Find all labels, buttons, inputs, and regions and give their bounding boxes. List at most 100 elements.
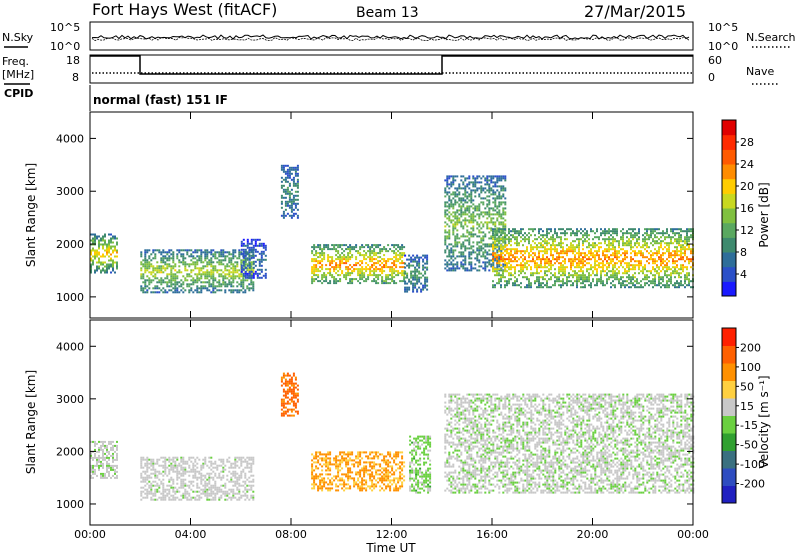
x-tick-label: 00:00 xyxy=(74,528,106,541)
velocity-echo-region xyxy=(140,456,255,501)
x-tick-label: 08:00 xyxy=(275,528,307,541)
y-tick-label: 3000 xyxy=(56,185,84,198)
power-echo-region xyxy=(140,249,255,294)
colorbar-segment xyxy=(722,222,736,238)
y-tick-label: 2000 xyxy=(56,445,84,458)
power-echo-region xyxy=(311,244,406,285)
colorbar-segment xyxy=(722,363,736,381)
colorbar-segment xyxy=(722,193,736,209)
colorbar-tick-label: 24 xyxy=(740,158,754,171)
colorbar-tick-label: 100 xyxy=(740,361,761,374)
nsky-trace xyxy=(91,34,690,40)
power-colorbar-label: Power [dB] xyxy=(757,182,771,247)
nave-label: Nave xyxy=(746,65,774,78)
power-echo-region xyxy=(404,254,429,293)
velocity-panel-frame xyxy=(89,319,694,526)
colorbar-tick-label: 15 xyxy=(740,400,754,413)
colorbar-segment xyxy=(722,345,736,364)
colorbar-segment xyxy=(722,450,736,469)
x-tick-label: 00:00 xyxy=(677,528,709,541)
colorbar-tick-label: -15 xyxy=(740,419,758,432)
x-axis-label: Time UT xyxy=(365,541,416,554)
nsearch-tick-bottom: 10^0 xyxy=(708,40,738,53)
nsky-tick-top: 10^5 xyxy=(50,21,80,34)
nave-tick-top: 60 xyxy=(708,54,722,67)
x-tick-label: 20:00 xyxy=(577,528,609,541)
power-ylabel: Slant Range [km] xyxy=(24,163,38,267)
site-title: Fort Hays West (fitACF) xyxy=(92,0,277,19)
power-echo-region xyxy=(280,164,299,219)
colorbar-frame xyxy=(721,327,737,504)
velocity-echoes xyxy=(90,372,695,501)
beam-label: Beam 13 xyxy=(356,5,419,21)
freq-unit: [MHz] xyxy=(2,68,34,81)
nsearch-trace xyxy=(91,37,690,41)
colorbar-segment xyxy=(722,380,736,399)
date-label: 27/Mar/2015 xyxy=(584,2,686,21)
colorbar-tick-label: 200 xyxy=(740,341,761,354)
cpid-label: CPID xyxy=(4,87,33,100)
cpid-value: normal (fast) 151 IF xyxy=(93,93,228,107)
colorbar-segment xyxy=(722,149,736,165)
freq-label: Freq. xyxy=(2,55,29,68)
velocity-echo-region xyxy=(444,393,695,494)
colorbar-segment xyxy=(722,120,736,136)
colorbar-segment xyxy=(722,398,736,416)
colorbar-tick-label: -200 xyxy=(740,478,765,491)
colorbar-segment xyxy=(722,433,736,451)
power-echo-region xyxy=(240,238,267,279)
colorbar-segment xyxy=(722,328,736,346)
colorbar-segment xyxy=(722,468,736,486)
colorbar-segment xyxy=(722,164,736,180)
colorbar-tick-label: 20 xyxy=(740,180,754,193)
y-tick-label: 1000 xyxy=(56,291,84,304)
colorbar-tick-label: 28 xyxy=(740,136,754,149)
y-tick-label: 3000 xyxy=(56,393,84,406)
nsearch-label: N.Search xyxy=(746,31,796,44)
colorbar-segment xyxy=(722,415,736,434)
freq-trace xyxy=(90,55,693,75)
power-echo-region xyxy=(90,233,118,274)
colorbar-segment xyxy=(722,266,736,282)
velocity-echo-region xyxy=(280,372,299,417)
velocity-colorbar-label: Velocity [m s⁻¹] xyxy=(757,375,771,468)
nave-tick-bottom: 0 xyxy=(708,71,715,84)
nsky-tick-bottom: 10^0 xyxy=(50,40,80,53)
velocity-ylabel: Slant Range [km] xyxy=(24,370,38,474)
freq-tick-bottom: 8 xyxy=(72,71,79,84)
x-tick-label: 16:00 xyxy=(476,528,508,541)
velocity-echo-region xyxy=(409,435,432,494)
nsky-label: N.Sky xyxy=(2,31,34,44)
time-x-axis: 00:00 04:00 08:00 12:00 16:00 20:00 00:00 xyxy=(74,112,709,541)
y-tick-label: 4000 xyxy=(56,340,84,353)
colorbar-segment xyxy=(722,178,736,194)
velocity-y-axis: 1000 2000 3000 4000 xyxy=(56,340,693,511)
colorbar-tick-label: 16 xyxy=(740,202,754,215)
colorbar-tick-label: -50 xyxy=(740,439,758,452)
y-tick-label: 2000 xyxy=(56,238,84,251)
colorbar-segment xyxy=(722,134,736,150)
velocity-colorbar: 200 100 50 15 -15 -50 -100 -200 xyxy=(721,327,765,504)
power-echo-region xyxy=(492,228,694,289)
colorbar-segment xyxy=(722,208,736,224)
colorbar-segment xyxy=(722,281,736,297)
x-tick-label: 04:00 xyxy=(175,528,207,541)
nsearch-tick-top: 10^5 xyxy=(708,21,738,34)
colorbar-tick-label: 8 xyxy=(740,246,747,259)
y-tick-label: 4000 xyxy=(56,132,84,145)
colorbar-tick-label: -100 xyxy=(740,458,765,471)
freq-panel xyxy=(89,54,694,84)
power-echoes xyxy=(90,164,694,294)
y-tick-label: 1000 xyxy=(56,498,84,511)
power-colorbar: 4 8 12 16 20 24 28 xyxy=(721,119,754,297)
colorbar-tick-label: 12 xyxy=(740,224,754,237)
velocity-echo-region xyxy=(90,440,118,479)
x-tick-label: 12:00 xyxy=(376,528,408,541)
velocity-echo-region xyxy=(311,451,406,492)
colorbar-segment xyxy=(722,485,736,504)
colorbar-segment xyxy=(722,252,736,268)
colorbar-tick-label: 50 xyxy=(740,380,754,393)
colorbar-segment xyxy=(722,237,736,253)
power-y-axis: 1000 2000 3000 4000 xyxy=(56,132,693,304)
